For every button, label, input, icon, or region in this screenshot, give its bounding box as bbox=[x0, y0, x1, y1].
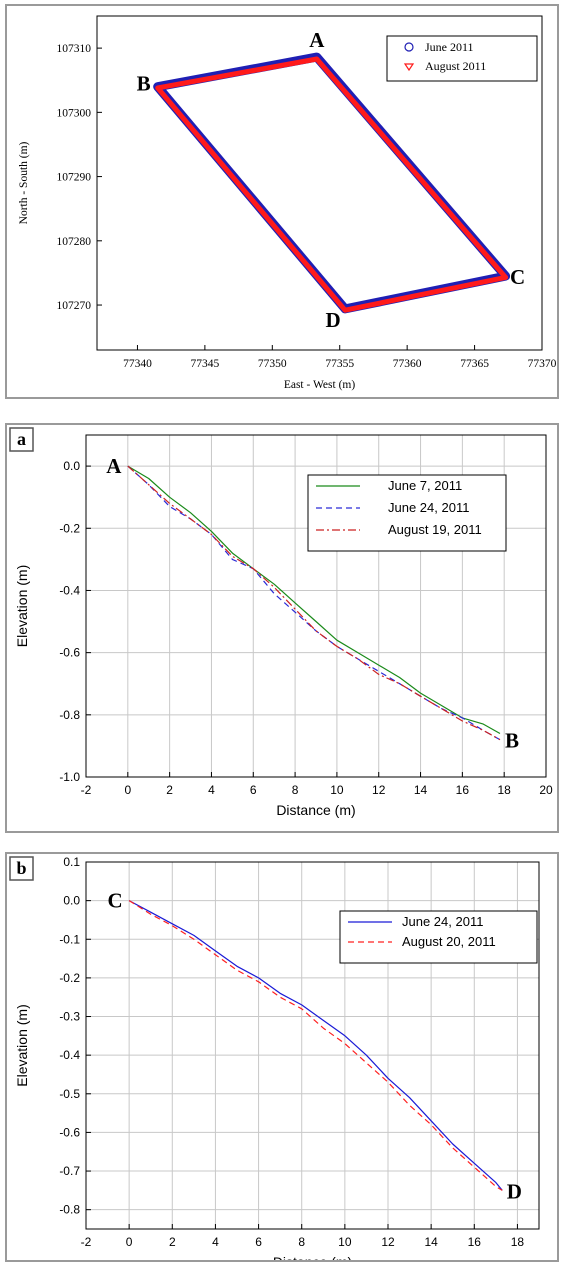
y-tick-label: -0.2 bbox=[59, 971, 80, 985]
profile-a-chart: -2 0 2 4 6 8 10 12 14 16 18 20 -1.0 -0.8 -0.6 -0.4 -0.2 0… bbox=[9, 427, 553, 818]
x-tick-label: 20 bbox=[539, 783, 553, 797]
panel-label: b bbox=[16, 858, 26, 878]
x-tick-label: 4 bbox=[212, 1235, 219, 1249]
x-axis-label: Distance (m) bbox=[276, 802, 355, 818]
x-tick-label: 14 bbox=[424, 1235, 438, 1249]
series-line bbox=[127, 465, 501, 735]
x-tick-label: 2 bbox=[169, 1235, 176, 1249]
plan-view-chart: 77340 77345 77350 77355 77360 77365 77370 10727… bbox=[18, 15, 557, 391]
y-axis-label: North - South (m) bbox=[18, 141, 30, 224]
x-tick-label: 2 bbox=[166, 783, 173, 797]
y-tick-label: -0.5 bbox=[59, 1087, 80, 1101]
legend-label: August 19, 2011 bbox=[388, 522, 482, 537]
legend-box bbox=[339, 910, 538, 964]
y-axis-label: Elevation (m) bbox=[14, 565, 30, 647]
y-tick-label: 107310 bbox=[57, 43, 92, 55]
y-tick-label: -1.0 bbox=[59, 770, 80, 784]
legend-box bbox=[386, 35, 538, 82]
x-tick-label: 77370 bbox=[528, 358, 557, 370]
y-tick-label: -0.4 bbox=[59, 583, 80, 597]
y-tick-label: 107300 bbox=[57, 107, 92, 119]
legend-label: August 2011 bbox=[425, 59, 486, 73]
x-tick-label: 77340 bbox=[123, 358, 152, 370]
plot-area-frame bbox=[85, 861, 540, 1230]
y-tick-label: 0.0 bbox=[63, 894, 80, 908]
x-tick-label: 6 bbox=[250, 783, 257, 797]
x-axis-label: Distance (m) bbox=[273, 1254, 352, 1260]
legend-label: August 20, 2011 bbox=[402, 934, 496, 949]
x-axis-label: East - West (m) bbox=[284, 379, 356, 391]
point-annotation: C bbox=[510, 265, 525, 289]
y-tick-label: -0.4 bbox=[59, 1048, 80, 1062]
point-annotation: B bbox=[137, 72, 151, 96]
plot-area-frame bbox=[85, 434, 547, 778]
point-annotation: B bbox=[505, 729, 519, 753]
legend-label: June 7, 2011 bbox=[388, 478, 462, 493]
y-tick-label: 0.1 bbox=[63, 855, 80, 869]
point-annotation: C bbox=[108, 889, 123, 913]
panel-label-box bbox=[9, 856, 34, 881]
y-tick-label: 107270 bbox=[57, 300, 92, 312]
x-tick-label: 16 bbox=[468, 1235, 482, 1249]
series-line bbox=[128, 900, 503, 1191]
point-annotation: A bbox=[106, 454, 122, 478]
x-tick-label: 0 bbox=[126, 1235, 133, 1249]
x-tick-label: 77345 bbox=[191, 358, 220, 370]
y-tick-label: 107290 bbox=[57, 172, 92, 184]
x-tick-label: 10 bbox=[330, 783, 344, 797]
series-line bbox=[128, 900, 503, 1191]
x-tick-label: 18 bbox=[498, 783, 512, 797]
series-line bbox=[155, 56, 509, 313]
legend-label: June 24, 2011 bbox=[402, 914, 483, 929]
y-tick-label: -0.8 bbox=[59, 708, 80, 722]
y-tick-label: 0.0 bbox=[63, 459, 80, 473]
legend-label: June 2011 bbox=[425, 40, 474, 54]
y-tick-label: -0.8 bbox=[59, 1203, 80, 1217]
series-line bbox=[127, 465, 501, 741]
point-annotation: D bbox=[507, 1179, 522, 1203]
y-tick-label: -0.2 bbox=[59, 521, 80, 535]
x-tick-label: 77350 bbox=[258, 358, 287, 370]
x-tick-label: 4 bbox=[208, 783, 215, 797]
legend-marker-triangle bbox=[403, 63, 415, 72]
panel-label-box bbox=[9, 427, 34, 452]
y-tick-label: -0.7 bbox=[59, 1164, 80, 1178]
legend-label: June 24, 2011 bbox=[388, 500, 469, 515]
x-tick-label: -2 bbox=[81, 783, 92, 797]
y-tick-label: -0.6 bbox=[59, 1125, 80, 1139]
x-tick-label: 0 bbox=[124, 783, 131, 797]
x-tick-label: 10 bbox=[338, 1235, 352, 1249]
y-axis-label: Elevation (m) bbox=[14, 1004, 30, 1086]
profile-a-panel: -2 0 2 4 6 8 10 12 14 16 18 20 -1.0 -0.8 -0.6 -0.4 -0.2 0… bbox=[5, 423, 559, 833]
legend-marker-circle bbox=[404, 42, 414, 52]
x-tick-label: 16 bbox=[456, 783, 470, 797]
x-tick-label: 6 bbox=[255, 1235, 262, 1249]
point-annotation: D bbox=[326, 308, 341, 332]
x-tick-label: 12 bbox=[372, 783, 386, 797]
panel-label: a bbox=[17, 429, 26, 449]
plot-area-frame bbox=[96, 15, 543, 351]
x-tick-label: 18 bbox=[511, 1235, 525, 1249]
y-tick-label: -0.1 bbox=[59, 932, 80, 946]
y-tick-label: -0.3 bbox=[59, 1010, 80, 1024]
x-tick-label: 8 bbox=[292, 783, 299, 797]
y-tick-label: -0.6 bbox=[59, 646, 80, 660]
x-tick-label: 8 bbox=[298, 1235, 305, 1249]
legend-box bbox=[307, 474, 507, 552]
x-tick-label: 12 bbox=[381, 1235, 395, 1249]
x-tick-label: -2 bbox=[81, 1235, 92, 1249]
profile-b-chart: -2 0 2 4 6 8 10 12 14 16 18 -0.8 -0.7 -0.6 -0.5 -0.4 -0.… bbox=[9, 855, 540, 1260]
x-tick-label: 77365 bbox=[460, 358, 489, 370]
point-annotation: A bbox=[309, 28, 325, 52]
profile-b-panel: -2 0 2 4 6 8 10 12 14 16 18 -0.8 -0.7 -0.6 -0.5 -0.4 -0.… bbox=[5, 852, 559, 1262]
series-line bbox=[153, 52, 511, 314]
x-tick-label: 77360 bbox=[393, 358, 422, 370]
plan-view-panel: 77340 77345 77350 77355 77360 77365 77370 10727… bbox=[5, 4, 559, 399]
y-tick-label: 107280 bbox=[57, 236, 92, 248]
x-tick-label: 77355 bbox=[325, 358, 354, 370]
x-tick-label: 14 bbox=[414, 783, 428, 797]
